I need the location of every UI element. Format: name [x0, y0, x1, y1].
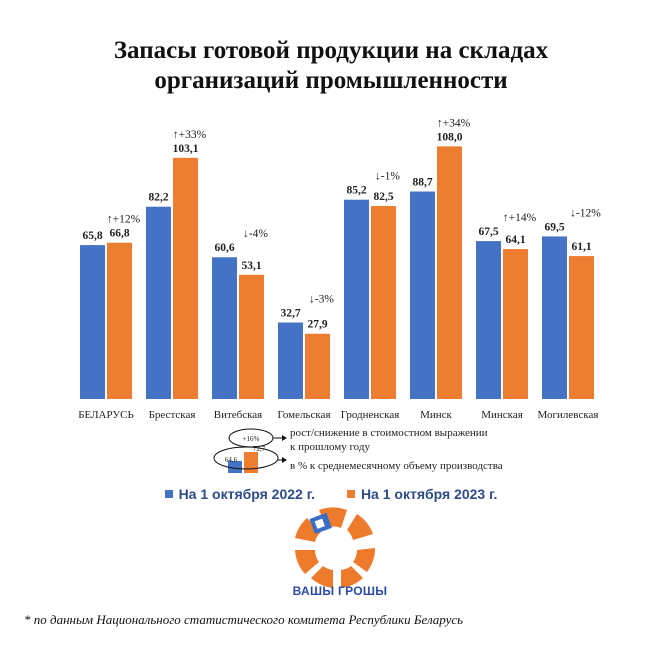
logo-qr-inner — [314, 518, 325, 529]
bar-2023-0 — [107, 242, 132, 399]
bar-2023-4 — [371, 206, 396, 399]
value-label-2023-4: 82,5 — [373, 191, 393, 203]
bar-2022-5 — [410, 191, 435, 399]
category-label-6: Минская — [481, 409, 523, 421]
bar-2022-4 — [344, 199, 369, 399]
value-label-2022-7: 69,5 — [544, 221, 564, 233]
legend-swatch-2023 — [346, 490, 355, 499]
value-label-2023-7: 61,1 — [571, 241, 591, 253]
value-label-2023-2: 53,1 — [241, 260, 261, 272]
category-label-3: Гомельская — [277, 409, 330, 421]
annotation-key: +16% 64,6 72,7 рост/снижение в стоимостн… — [213, 427, 503, 473]
category-label-7: Могилевская — [538, 409, 599, 421]
key-ellipse-values — [213, 446, 279, 470]
key-note-percent: в % к среднемесячному объему производств… — [290, 460, 503, 472]
key-value-2023: 72,7 — [253, 445, 266, 453]
chart-title: Запасы готовой продукции на складах орга… — [0, 36, 662, 96]
change-label-3: ↓-3% — [309, 294, 334, 306]
logo-petal-5 — [353, 548, 375, 572]
logo-petal-6 — [347, 514, 373, 540]
value-label-2022-1: 82,2 — [148, 192, 168, 204]
bar-2023-5 — [437, 146, 462, 399]
value-label-2022-0: 65,8 — [82, 230, 102, 242]
key-arrow-head-1 — [282, 435, 287, 441]
bar-2023-2 — [239, 274, 264, 399]
value-label-2022-2: 60,6 — [214, 242, 234, 254]
legend-swatch-2022 — [164, 490, 173, 499]
legend-item-2022: На 1 октября 2022 г. — [164, 486, 316, 502]
footnote: * по данным Национального статистическог… — [24, 612, 464, 627]
bar-2022-1 — [146, 206, 171, 399]
value-label-2023-5: 108,0 — [437, 131, 463, 143]
category-label-2: Витебская — [214, 409, 263, 421]
key-arrow-head-2 — [282, 457, 287, 463]
value-label-2023-0: 66,8 — [109, 228, 129, 240]
logo-petal-1 — [295, 518, 321, 542]
change-label-7: ↓-12% — [570, 207, 601, 219]
logo — [295, 507, 375, 588]
category-label-4: Гродненская — [341, 409, 400, 421]
logo-petal-3 — [311, 566, 333, 588]
title-line-1: Запасы готовой продукции на складах — [113, 37, 549, 64]
change-label-2: ↓-4% — [243, 228, 268, 240]
key-note-change-2: к прошлому году — [290, 441, 370, 453]
bar-2022-6 — [476, 241, 501, 399]
key-bar-2023 — [244, 452, 258, 473]
value-label-2023-6: 64,1 — [505, 234, 525, 246]
bar-2022-7 — [542, 236, 567, 399]
value-label-2022-6: 67,5 — [478, 226, 498, 238]
key-value-2022: 64,6 — [225, 456, 238, 464]
key-note-change-1: рост/снижение в стоимостном выражении — [290, 427, 488, 439]
bars-group — [80, 146, 594, 399]
category-label-0: БЕЛАРУСЬ — [78, 409, 134, 421]
bar-2023-3 — [305, 333, 330, 399]
logo-petal-2 — [295, 550, 319, 574]
change-label-4: ↓-1% — [375, 171, 400, 183]
legend-label-2023: На 1 октября 2023 г. — [360, 486, 498, 502]
category-label-1: Брестская — [149, 409, 196, 421]
legend-label-2022: На 1 октября 2022 г. — [178, 486, 316, 502]
category-label-5: Минск — [420, 409, 452, 421]
change-label-1: ↑+33% — [173, 129, 207, 141]
bar-2022-2 — [212, 257, 237, 399]
key-change-text: +16% — [243, 435, 260, 443]
change-label-0: ↑+12% — [107, 214, 141, 226]
title-line-2: организаций промышленности — [154, 67, 508, 94]
value-label-2022-3: 32,7 — [280, 308, 300, 320]
change-label-5: ↑+34% — [437, 117, 471, 129]
value-label-2023-1: 103,1 — [173, 143, 199, 155]
bar-2022-0 — [80, 245, 105, 399]
bar-2023-1 — [173, 157, 198, 399]
legend: На 1 октября 2022 г. На 1 октября 2023 г… — [0, 486, 662, 502]
value-label-2022-5: 88,7 — [412, 177, 432, 189]
legend-item-2023: На 1 октября 2023 г. — [346, 486, 498, 502]
logo-text: ВАШЫ ГРОШЫ — [292, 584, 388, 598]
change-label-6: ↑+14% — [503, 212, 537, 224]
bar-2022-3 — [278, 322, 303, 399]
labels-group: 65,8 66,8 ↑+12% БЕЛАРУСЬ 82,2 103,1 ↑+33% Брест… — [78, 117, 601, 421]
logo-petal-4 — [341, 566, 363, 588]
bar-2023-7 — [569, 256, 594, 399]
value-label-2023-3: 27,9 — [307, 319, 327, 331]
bar-2023-6 — [503, 249, 528, 399]
value-label-2022-4: 85,2 — [346, 185, 366, 197]
key-bar-2022 — [228, 461, 242, 473]
